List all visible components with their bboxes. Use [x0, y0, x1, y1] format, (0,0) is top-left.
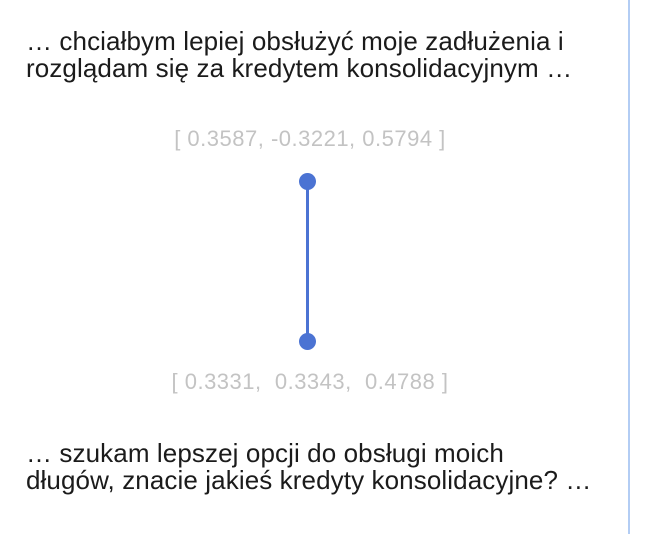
embedding-similarity-edge — [306, 181, 309, 341]
quote-text-top: … chciałbym lepiej obsłużyć moje zadłuże… — [26, 28, 572, 82]
embedding-vector-bottom-label: [ 0.3331, 0.3343, 0.4788 ] — [171, 369, 449, 394]
quote-bottom-line-1: … szukam lepszej opcji do obsługi moich — [26, 438, 504, 468]
quote-bottom-line-2: długów, znacie jakieś kredyty konsolidac… — [26, 465, 592, 495]
quote-top-line-1: … chciałbym lepiej obsłużyć moje zadłuże… — [26, 26, 564, 56]
embedding-vector-top-label: [ 0.3587, -0.3221, 0.5794 ] — [174, 126, 446, 151]
quote-text-bottom: … szukam lepszej opcji do obsługi moich … — [26, 440, 591, 494]
page-edge-line — [628, 0, 630, 534]
embedding-node-bottom-icon — [299, 333, 316, 350]
quote-top-line-2: rozglądam się za kredytem konsolidacyjny… — [26, 53, 573, 83]
